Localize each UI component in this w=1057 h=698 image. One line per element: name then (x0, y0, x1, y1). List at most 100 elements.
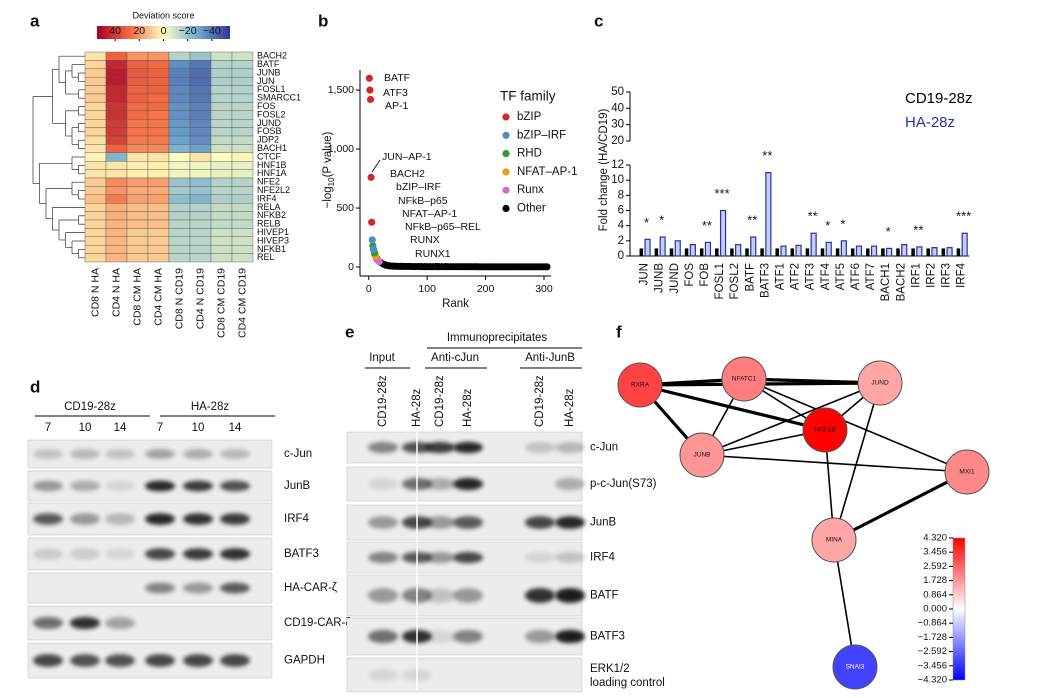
bar (780, 245, 787, 257)
heatmap-cell (126, 152, 149, 162)
lane-label: HA-28z (411, 388, 423, 427)
node (617, 362, 663, 408)
row-label: IRF4 (257, 193, 277, 203)
blot-band (555, 477, 585, 491)
bar (745, 248, 749, 256)
blot-band (105, 548, 135, 560)
heatmap-cell (168, 102, 191, 112)
bar (820, 248, 825, 256)
blot-label: HA-CAR-ζ (284, 582, 337, 594)
lane-label: 10 (192, 422, 205, 434)
blot-band (368, 477, 398, 491)
heatmap-cell (126, 93, 149, 103)
blot-band (145, 582, 175, 594)
node (857, 360, 903, 406)
node-label: MXI1 (959, 469, 975, 476)
significance: * (886, 224, 891, 239)
heatmap-cell (231, 60, 254, 70)
bar (881, 248, 885, 256)
row-label: HNF1B (257, 160, 287, 170)
significance: * (840, 216, 845, 231)
blot-band (183, 448, 213, 460)
legend-title: TF family (500, 89, 556, 104)
row-label: HIVEP3 (257, 235, 289, 245)
edge (701, 454, 968, 473)
heatmap-cell (84, 211, 107, 221)
heatmap-cell (210, 219, 233, 229)
y-axis-label: Fold change (HA/CD19) (598, 108, 610, 231)
heatmap-cell (168, 144, 191, 153)
blot-band (525, 441, 555, 454)
heatmap-cell (210, 253, 233, 263)
bar (870, 245, 878, 257)
edge (743, 378, 968, 473)
blot-band (425, 588, 455, 603)
heatmap-cell (168, 219, 191, 229)
heatmap-cell (147, 160, 170, 170)
heatmap-cell (231, 110, 254, 120)
blot-band (183, 513, 213, 525)
heatmap-cell (84, 118, 107, 128)
heatmap-cell (210, 144, 233, 153)
annotation: RUNX1 (415, 248, 451, 260)
lane-label: HA-28z (564, 388, 576, 427)
y-tick-label: 4 (618, 220, 625, 232)
blot-band (33, 616, 63, 630)
header: Immunoprecipitates (447, 332, 548, 344)
heatmap-cell (147, 60, 170, 70)
heatmap-cell (231, 186, 254, 195)
row-label: NFKB2 (257, 210, 286, 220)
heatmap-cell (126, 236, 149, 246)
y-axis-label: −log10(P value) (322, 131, 336, 208)
heatmap-cell (189, 219, 212, 229)
blot-band (183, 582, 213, 594)
heatmap-cell (105, 144, 128, 153)
blot-band (220, 480, 250, 492)
heatmap-cell (189, 127, 212, 137)
heatmap-cell (231, 219, 254, 229)
heatmap-cell (105, 202, 128, 212)
heatmap-cell (105, 152, 128, 162)
heatmap-cell (105, 253, 128, 263)
heatmap-cell (189, 110, 212, 120)
blot-band (453, 629, 483, 644)
panel-letter: d (30, 377, 40, 396)
heatmap-cell (168, 118, 191, 128)
heatmap-cell (84, 51, 107, 61)
heatmap-cell (210, 169, 233, 179)
heatmap-cell (189, 51, 212, 61)
panel-letter: a (30, 11, 40, 30)
heatmap-cell (231, 85, 254, 95)
blot-band (220, 448, 250, 460)
bar (926, 248, 930, 256)
bar (684, 248, 689, 256)
heatmap-cell (126, 219, 149, 229)
blot-label: p-c-Jun(S73) (590, 478, 657, 490)
heatmap-cell (168, 186, 191, 195)
legend-swatch (502, 131, 510, 139)
blot-label: BATF3 (284, 548, 319, 560)
panel-letter: c (594, 11, 603, 30)
heatmap-cell (189, 211, 212, 221)
bar (654, 248, 659, 256)
heatmap-cell (147, 76, 170, 86)
edge (743, 377, 881, 385)
blot-band (145, 448, 175, 460)
x-tick-label: ATF4 (820, 262, 832, 290)
panel-letter: b (318, 11, 328, 30)
heatmap-cell (84, 228, 107, 237)
heatmap-cell (84, 186, 107, 195)
heatmap-cell (105, 236, 128, 246)
blot-band (453, 441, 483, 454)
heatmap-cell (189, 236, 212, 246)
legend-label: bZIP–IRF (517, 129, 566, 141)
bar (825, 241, 832, 257)
heatmap-cell (147, 127, 170, 137)
lane-label: CD19-28z (377, 375, 389, 427)
annotation: BATF (384, 72, 410, 84)
row-label: REL (257, 252, 275, 262)
blot-label: BATF3 (590, 631, 625, 643)
y-axis-label-part: 10 (327, 177, 336, 186)
blot-band (425, 629, 455, 644)
blot-label: loading control (590, 677, 665, 689)
